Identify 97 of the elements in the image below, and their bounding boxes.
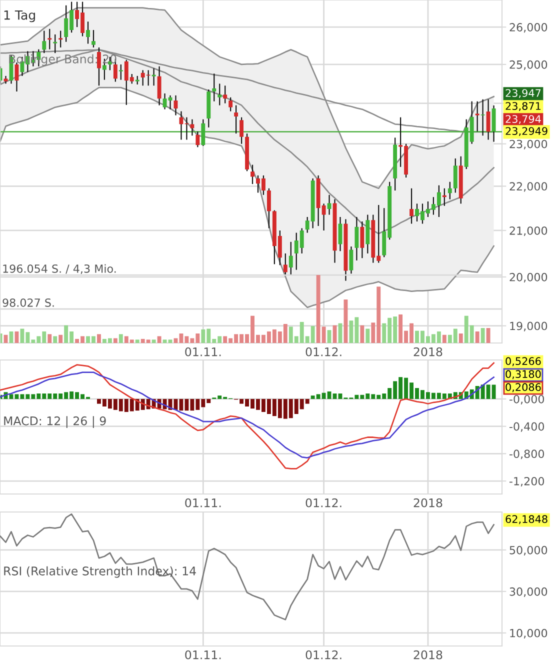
y-tick-label: 25,000 (510, 60, 548, 70)
text: 62,1848 (506, 515, 548, 524)
y-tick-label: 50,000 (510, 546, 548, 556)
text: 1 Tag (4, 10, 35, 22)
bar (360, 325, 364, 343)
candlestick (92, 29, 96, 48)
line-series (0, 7, 494, 190)
y-tick-label: 22,000 (510, 182, 548, 192)
x-tick-label: 2018 (414, 650, 442, 660)
x-tick-label: 01.12. (306, 650, 342, 660)
text: 0,5266 (506, 357, 541, 366)
candlestick (283, 252, 288, 276)
x-tick-label: 01.12. (306, 347, 342, 356)
y-tick-label: -0,400 (509, 422, 544, 432)
bar (486, 328, 490, 343)
bar (168, 340, 172, 343)
candlestick (234, 104, 238, 134)
candlestick (196, 130, 200, 148)
text: 23,794 (506, 115, 541, 124)
y-tick-label: 23,000 (510, 140, 548, 150)
y-tick-label: 30,000 (510, 587, 548, 597)
line-series (0, 513, 494, 620)
candlestick (354, 216, 359, 261)
x-tick-label: 01.11. (185, 498, 221, 508)
candlestick (223, 85, 228, 104)
text: 0,3180 (506, 370, 541, 380)
ref-line-label: 196.054 S. / 4,3 Mio. (3, 264, 116, 274)
x-tick-label: 01.12. (306, 498, 342, 508)
candlestick (152, 68, 156, 86)
y-tick-label: 10,000 (510, 628, 548, 638)
candlestick (475, 100, 480, 132)
x-tick-label: 01.11. (185, 650, 221, 660)
x-tick-label: 2018 (414, 498, 442, 508)
candlestick (118, 64, 123, 80)
y-tick-label: 21,000 (510, 226, 548, 236)
line-series (0, 372, 494, 458)
candlestick (53, 34, 58, 54)
bar (480, 328, 485, 343)
candlestick (240, 116, 244, 144)
candlestick (212, 73, 216, 102)
candlestick (250, 164, 254, 185)
candlestick (266, 188, 271, 229)
candlestick (448, 181, 452, 200)
bar (152, 340, 156, 343)
line-series (0, 86, 494, 308)
bar (53, 336, 58, 343)
bar (135, 340, 140, 343)
y-tick-label: 20,000 (510, 272, 548, 282)
bar (442, 334, 446, 343)
bar (338, 394, 342, 399)
candlestick (157, 66, 162, 106)
text: 0,2086 (506, 383, 541, 392)
bar (157, 336, 162, 343)
bar (113, 338, 118, 343)
x-tick-label: 2018 (414, 347, 442, 356)
text: MACD: 12 | 26 | 9 (4, 416, 106, 428)
y-tick-label: -0,000 (509, 394, 544, 404)
bar (162, 340, 167, 343)
bar (366, 328, 370, 343)
candlestick (162, 92, 167, 110)
candlestick (360, 220, 364, 259)
x-tick-label: 01.11. (185, 347, 221, 356)
ref-line-label: 23,2949 (506, 127, 548, 136)
bar (458, 333, 463, 343)
ref-line-label: 98.027 S. (2, 298, 54, 307)
text: 23,947 (506, 89, 541, 98)
bar (48, 334, 52, 343)
y-tick-label: -1,200 (509, 476, 544, 487)
candlestick (327, 194, 332, 216)
bar (97, 334, 101, 343)
candlestick (58, 30, 63, 48)
candlestick (97, 46, 101, 86)
line-series (0, 49, 494, 234)
bar (332, 394, 337, 399)
candlestick (349, 246, 354, 274)
y-tick-label: 19,000 (510, 322, 548, 332)
text: 23,871 (506, 102, 540, 112)
bar (58, 334, 63, 343)
candlestick (42, 30, 46, 54)
candlestick (174, 94, 178, 116)
candlestick (48, 28, 52, 50)
y-tick-label: 26,000 (510, 23, 548, 33)
candlestick (86, 21, 90, 44)
candlestick (410, 188, 414, 224)
bar (475, 331, 480, 343)
candlestick (228, 96, 233, 112)
candlestick (288, 241, 293, 276)
candlestick (218, 83, 222, 106)
candlestick (453, 158, 458, 194)
line-series (0, 362, 494, 470)
y-tick-label: -0,800 (509, 450, 544, 460)
candlestick (190, 118, 194, 136)
candlestick (480, 98, 485, 136)
candlestick (486, 98, 490, 140)
bar (118, 334, 123, 343)
candlestick (201, 118, 206, 146)
bar (174, 338, 178, 343)
